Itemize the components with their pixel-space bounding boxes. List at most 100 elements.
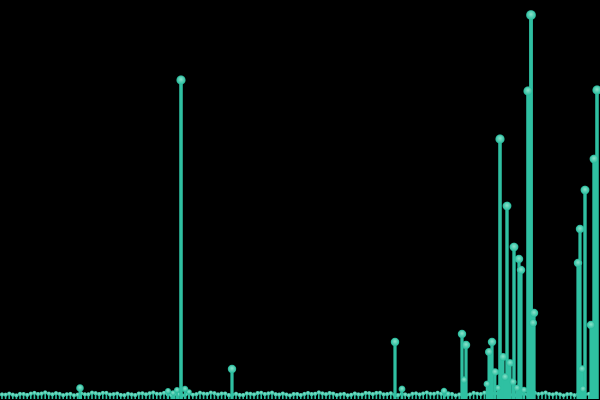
ribbon-dot <box>219 391 224 396</box>
ribbon-dot <box>431 391 437 396</box>
ribbon-dot <box>129 392 134 397</box>
ribbon-dot <box>359 392 365 397</box>
peak-marker <box>592 85 600 95</box>
ribbon-dot <box>39 391 44 396</box>
ribbon-dot <box>280 391 285 396</box>
ribbon-dot <box>35 391 41 397</box>
ribbon-dot <box>201 391 206 396</box>
ribbon-dot <box>50 392 55 397</box>
peak-marker <box>170 390 176 396</box>
ribbon-dot <box>111 392 116 397</box>
peak-marker <box>76 384 84 392</box>
ribbon-dot <box>471 390 476 396</box>
peak-marker <box>526 10 536 20</box>
ribbon-dot <box>475 391 480 396</box>
peak-marker <box>586 320 596 330</box>
ribbon-dot <box>89 390 95 395</box>
peak-marker <box>573 258 583 268</box>
ribbon-dot <box>424 390 429 395</box>
peak-marker <box>589 154 599 164</box>
peak-marker <box>578 365 586 373</box>
ribbon-dot <box>259 390 264 395</box>
peak-marker <box>173 386 180 393</box>
peak-marker <box>227 364 237 374</box>
ribbon-dot <box>64 392 69 397</box>
ribbon-dot <box>302 391 307 397</box>
ribbon-dot <box>320 391 325 396</box>
ribbon-dot <box>421 391 426 396</box>
stem-markers <box>76 10 600 397</box>
ribbon-dot <box>536 391 541 397</box>
ribbon-dot <box>71 393 77 398</box>
ribbon-dot <box>140 391 145 396</box>
peak-marker <box>529 318 538 327</box>
ribbon-dot <box>331 391 336 396</box>
ribbon-dot <box>417 392 422 397</box>
ribbon-dot <box>327 391 332 396</box>
ribbon-dot <box>14 393 19 398</box>
peak-marker <box>523 86 533 96</box>
ribbon-dot <box>313 391 318 396</box>
ribbon-dot <box>269 390 275 395</box>
ribbon-dot <box>226 393 231 398</box>
peak-marker <box>514 254 524 264</box>
peak-marker <box>164 387 171 394</box>
peak-marker <box>491 368 499 376</box>
peak-marker <box>440 387 448 395</box>
ribbon-dot <box>345 393 350 398</box>
ribbon-dot <box>323 392 329 397</box>
ribbon-dot <box>194 392 199 397</box>
ribbon-dot <box>32 390 37 396</box>
ribbon-dot <box>554 391 559 396</box>
ribbon-dot <box>453 393 458 398</box>
ribbon-dot <box>10 392 15 397</box>
ribbon-dot <box>241 392 246 398</box>
ribbon-dot <box>367 391 372 396</box>
ribbon-dot <box>385 391 390 397</box>
ribbon-dot <box>244 391 249 396</box>
ribbon-dot <box>233 391 239 396</box>
ribbon-dot <box>482 390 487 395</box>
peak-marker <box>575 224 585 234</box>
ribbon-dot <box>161 390 167 396</box>
ribbon-dot <box>295 391 300 397</box>
ribbon-dot <box>568 392 573 397</box>
ribbon-dot <box>410 391 415 396</box>
peak-marker <box>484 347 493 356</box>
ribbon-dot <box>338 392 343 397</box>
ribbon-dot <box>133 393 138 398</box>
ribbon-dot <box>125 391 131 396</box>
peak-marker <box>495 134 505 144</box>
ribbon-dot <box>349 392 354 397</box>
ribbon-dot <box>212 391 217 396</box>
ribbon-dot <box>449 392 455 397</box>
ribbon-dot <box>395 393 401 398</box>
ribbon-dot <box>208 390 213 395</box>
peak-marker <box>516 265 526 275</box>
ribbon-dot <box>543 390 548 395</box>
ribbon-dot <box>223 391 228 396</box>
peak-marker <box>390 337 400 347</box>
ribbon-dot <box>97 392 102 397</box>
ribbon-dot <box>341 391 347 397</box>
peak-marker <box>509 242 519 252</box>
peak-marker <box>520 386 528 394</box>
ribbon-dot <box>255 390 260 396</box>
ribbon-dot <box>266 391 271 396</box>
ribbon-dot <box>68 391 73 397</box>
ribbon-dot <box>197 390 203 395</box>
ribbon-dot <box>273 392 278 397</box>
ribbon-dot <box>57 391 62 397</box>
peak-marker <box>580 185 590 195</box>
ribbon-dot <box>403 392 408 397</box>
ribbon-dot <box>237 392 242 398</box>
ribbon-dot <box>388 391 393 396</box>
ribbon-dot <box>0 392 5 397</box>
peak-marker <box>487 337 497 347</box>
ribbon-dot <box>406 393 411 398</box>
ribbon-dot <box>352 391 357 396</box>
peak-marker <box>186 389 192 395</box>
ribbon-dot <box>151 390 156 395</box>
